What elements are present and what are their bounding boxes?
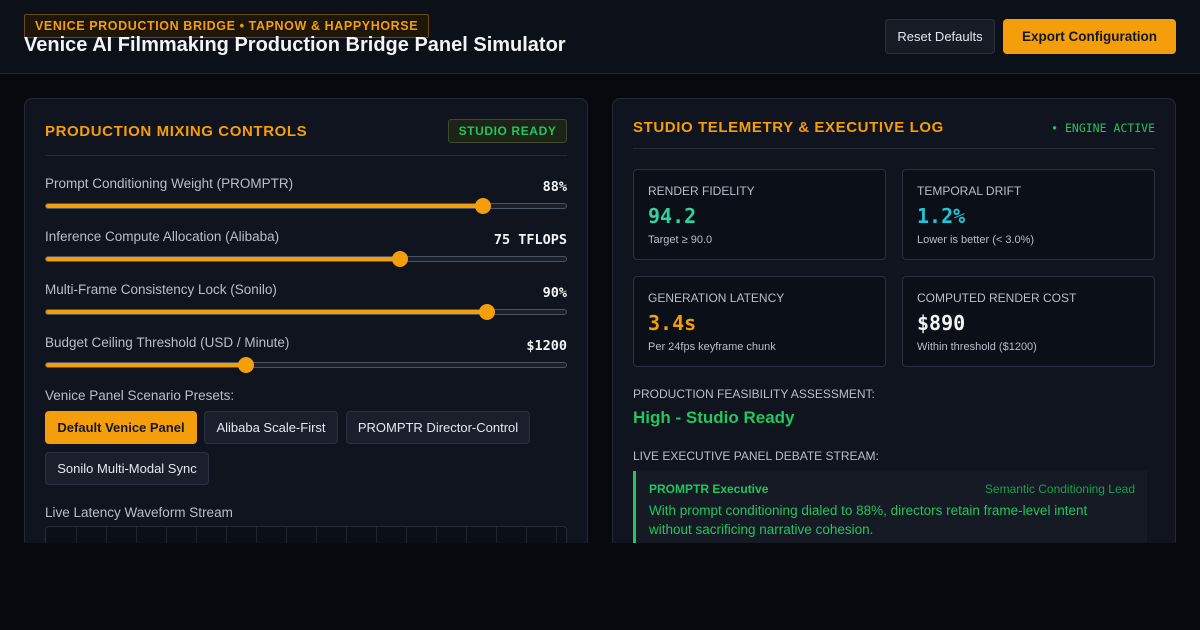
- waveform-grid-line: [526, 527, 527, 557]
- studio-telemetry-panel: STUDIO TELEMETRY & EXECUTIVE LOG • ENGIN…: [612, 98, 1176, 558]
- metric-card-temporal-drift: TEMPORAL DRIFT 1.2% Lower is better (< 3…: [902, 169, 1155, 260]
- slider-thumb[interactable]: [238, 357, 255, 373]
- waveform-grid-line: [76, 527, 77, 557]
- metric-note: Target ≥ 90.0: [648, 234, 713, 246]
- waveform-grid-line: [106, 527, 107, 557]
- slider-value-inference-compute: 75 TFLOPS: [493, 232, 567, 248]
- log-speaker: PROMPTR Executive: [649, 482, 769, 496]
- slider-label-consistency-lock: Multi-Frame Consistency Lock (Sonilo): [45, 282, 277, 297]
- slider-label-budget-ceiling: Budget Ceiling Threshold (USD / Minute): [45, 335, 290, 350]
- metric-note: Lower is better (< 3.0%): [917, 234, 1035, 246]
- waveform-grid-line: [316, 527, 317, 557]
- slider-prompt-conditioning[interactable]: [45, 198, 567, 214]
- mixing-panel-title: PRODUCTION MIXING CONTROLS: [45, 123, 308, 140]
- metric-note: Within threshold ($1200): [917, 341, 1037, 353]
- slider-value-prompt-conditioning: 88%: [542, 179, 567, 195]
- waveform-grid-line: [376, 527, 377, 557]
- preset-promptr-director-control[interactable]: PROMPTR Director-Control: [346, 411, 530, 444]
- slider-fill: [46, 257, 400, 261]
- reset-defaults-button[interactable]: Reset Defaults: [885, 19, 995, 54]
- status-badge: STUDIO READY: [448, 119, 567, 143]
- waveform-grid-line: [226, 527, 227, 557]
- waveform-grid-line: [256, 527, 257, 557]
- panel-divider: [45, 155, 567, 156]
- metric-label: COMPUTED RENDER COST: [917, 291, 1077, 305]
- slider-inference-compute[interactable]: [45, 251, 567, 267]
- engine-status-indicator: • ENGINE ACTIVE: [1051, 121, 1155, 135]
- waveform-grid-line: [406, 527, 407, 557]
- waveform-grid-line: [346, 527, 347, 557]
- metric-label: TEMPORAL DRIFT: [917, 184, 1022, 198]
- presets-label: Venice Panel Scenario Presets:: [45, 388, 235, 403]
- slider-fill: [46, 204, 483, 208]
- preset-default-venice-panel[interactable]: Default Venice Panel: [45, 411, 197, 444]
- slider-fill: [46, 310, 487, 314]
- waveform-grid-line: [166, 527, 167, 557]
- waveform-grid-line: [556, 527, 557, 557]
- slider-value-consistency-lock: 90%: [542, 285, 567, 301]
- waveform-grid-line: [136, 527, 137, 557]
- telemetry-panel-title: STUDIO TELEMETRY & EXECUTIVE LOG: [633, 119, 944, 136]
- preset-sonilo-multi-modal-sync[interactable]: Sonilo Multi-Modal Sync: [45, 452, 209, 485]
- slider-label-inference-compute: Inference Compute Allocation (Alibaba): [45, 229, 280, 244]
- slider-label-prompt-conditioning: Prompt Conditioning Weight (PROMPTR): [45, 176, 294, 191]
- page-title: Venice AI Filmmaking Production Bridge P…: [24, 34, 566, 56]
- metric-card-render-fidelity: RENDER FIDELITY 94.2 Target ≥ 90.0: [633, 169, 886, 260]
- preset-alibaba-scale-first[interactable]: Alibaba Scale-First: [204, 411, 338, 444]
- slider-consistency-lock[interactable]: [45, 304, 567, 320]
- metric-card-render-cost: COMPUTED RENDER COST $890 Within thresho…: [902, 276, 1155, 367]
- export-configuration-button[interactable]: Export Configuration: [1003, 19, 1176, 54]
- feasibility-value: High - Studio Ready: [633, 408, 795, 427]
- metric-note: Per 24fps keyframe chunk: [648, 341, 776, 353]
- slider-budget-ceiling[interactable]: [45, 357, 567, 373]
- waveform-grid-line: [436, 527, 437, 557]
- top-bar: VENICE PRODUCTION BRIDGE • TAPNOW & HAPP…: [0, 0, 1200, 74]
- waveform-grid-line: [466, 527, 467, 557]
- log-entry: PROMPTR Executive Semantic Conditioning …: [633, 471, 1147, 557]
- waveform-grid-line: [196, 527, 197, 557]
- log-message: With prompt conditioning dialed to 88%, …: [649, 503, 1088, 537]
- metric-card-generation-latency: GENERATION LATENCY 3.4s Per 24fps keyfra…: [633, 276, 886, 367]
- slider-value-budget-ceiling: $1200: [526, 338, 567, 354]
- metric-label: RENDER FIDELITY: [648, 184, 755, 198]
- metric-value: 1.2%: [917, 204, 966, 228]
- slider-thumb[interactable]: [391, 251, 408, 267]
- panel-divider: [633, 148, 1155, 149]
- slider-thumb[interactable]: [478, 304, 495, 320]
- viewport-bottom: [0, 543, 1200, 630]
- log-role: Semantic Conditioning Lead: [984, 482, 1135, 496]
- feasibility-label: PRODUCTION FEASIBILITY ASSESSMENT:: [633, 387, 875, 401]
- waveform-grid-line: [496, 527, 497, 557]
- brand-eyebrow: VENICE PRODUCTION BRIDGE • TAPNOW & HAPP…: [24, 14, 430, 38]
- debate-stream-label: LIVE EXECUTIVE PANEL DEBATE STREAM:: [633, 449, 879, 463]
- slider-thumb[interactable]: [474, 198, 491, 214]
- metric-value: 94.2: [648, 204, 697, 228]
- production-mixing-panel: PRODUCTION MIXING CONTROLS STUDIO READY …: [24, 98, 588, 558]
- waveform-label: Live Latency Waveform Stream: [45, 505, 233, 520]
- metric-label: GENERATION LATENCY: [648, 291, 785, 305]
- waveform-grid-line: [286, 527, 287, 557]
- metric-value: 3.4s: [648, 311, 697, 335]
- slider-fill: [46, 363, 247, 367]
- metric-value: $890: [917, 311, 966, 335]
